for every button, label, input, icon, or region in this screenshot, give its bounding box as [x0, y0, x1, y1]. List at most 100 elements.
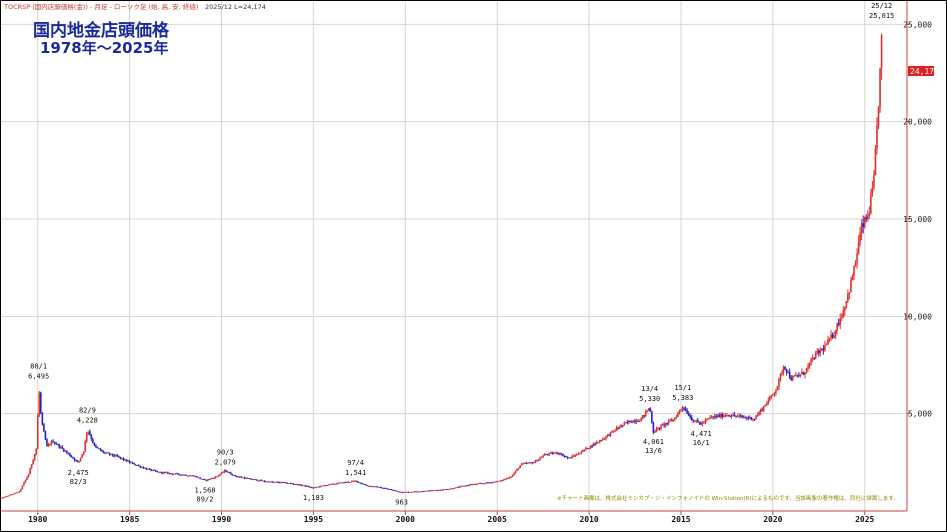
- candle-body: [257, 480, 260, 482]
- candle-body: [47, 444, 50, 447]
- candle-body: [145, 468, 148, 470]
- candle-body: [646, 410, 649, 412]
- candle-body: [210, 478, 212, 480]
- candle-body: [12, 493, 15, 495]
- candle-body: [185, 474, 188, 476]
- candle-body: [553, 453, 555, 454]
- candle-body: [531, 462, 534, 464]
- candle-body: [712, 416, 714, 418]
- candle-body: [819, 349, 822, 354]
- candle-body: [620, 425, 623, 428]
- candle-body: [784, 366, 786, 370]
- candle-body: [389, 489, 391, 490]
- candle-body: [582, 450, 584, 453]
- candle-body: [141, 467, 143, 469]
- candle-body: [810, 359, 812, 363]
- candle-body: [421, 491, 423, 493]
- candle-body: [545, 454, 547, 455]
- candle-body: [346, 481, 348, 483]
- candle-body: [326, 485, 328, 486]
- candle-body: [304, 485, 307, 487]
- candle-body: [79, 457, 82, 461]
- candle-body: [643, 415, 646, 416]
- candle-body: [23, 482, 25, 486]
- candle-body: [862, 223, 865, 227]
- candle-body: [337, 482, 339, 484]
- candle-body: [635, 421, 638, 422]
- candle-body: [384, 488, 387, 489]
- candle-body: [814, 352, 817, 359]
- candle-body: [372, 486, 374, 488]
- candle-body: [142, 467, 145, 469]
- candle-body: [30, 464, 33, 469]
- candle-body: [116, 455, 119, 457]
- candle-body: [194, 476, 197, 478]
- y-tick-label: 20,000: [903, 118, 932, 127]
- candle-body: [17, 492, 19, 494]
- candle-body: [557, 453, 560, 455]
- annotation-value: 2,079: [215, 459, 236, 467]
- candle-body: [288, 483, 290, 484]
- candle-body: [386, 488, 388, 490]
- candle-body: [516, 468, 518, 471]
- candle-body: [621, 425, 624, 426]
- candle-body: [353, 480, 356, 482]
- candle-body: [611, 430, 613, 433]
- candle-body: [62, 448, 65, 452]
- x-tick-label: 1995: [304, 515, 323, 524]
- candle-body: [625, 422, 627, 424]
- candle-body: [724, 415, 727, 417]
- candle-body: [681, 407, 684, 410]
- candle-body: [217, 475, 220, 477]
- candle-body: [122, 458, 125, 460]
- candle-body: [208, 479, 211, 481]
- candle-body: [364, 484, 367, 486]
- annotation-date: 97/4: [347, 459, 364, 467]
- candle-body: [164, 472, 166, 474]
- candle-body: [392, 490, 394, 491]
- candle-body: [206, 479, 209, 481]
- candle-body: [70, 455, 73, 458]
- candle-body: [652, 422, 655, 433]
- candle-body: [733, 414, 736, 416]
- candle-body: [801, 371, 803, 375]
- candle-body: [597, 441, 600, 443]
- candle-body: [723, 415, 725, 418]
- candle-body: [508, 477, 511, 479]
- candle-body: [451, 488, 454, 490]
- candle-body: [399, 491, 402, 493]
- candle-body: [76, 460, 79, 462]
- candle-body: [528, 462, 531, 464]
- candle-body: [266, 481, 269, 483]
- annotation-date: 90/3: [217, 449, 234, 457]
- candle-body: [144, 468, 146, 469]
- candle-body: [259, 480, 261, 481]
- candle-body: [617, 427, 619, 429]
- candle-body: [324, 485, 327, 487]
- candle-body: [243, 477, 246, 479]
- candle-body: [464, 485, 466, 487]
- candle-body: [190, 475, 192, 477]
- candle-body: [566, 456, 569, 458]
- candle-body: [433, 490, 436, 492]
- candle-body: [263, 480, 266, 482]
- candle-body: [375, 486, 378, 488]
- candle-body: [871, 187, 874, 195]
- candle-body: [618, 427, 621, 429]
- candle-body: [269, 481, 272, 483]
- candle-body: [571, 455, 574, 459]
- candle-body: [742, 416, 745, 418]
- candle-body: [89, 431, 91, 436]
- candle-body: [10, 494, 13, 496]
- candle-body: [850, 280, 852, 293]
- candle-body: [504, 479, 506, 480]
- candle-body: [15, 492, 18, 494]
- candle-body: [560, 453, 563, 455]
- candle-body: [115, 455, 117, 457]
- candle-body: [320, 485, 322, 487]
- candle-body: [196, 476, 198, 478]
- candle-body: [799, 374, 802, 376]
- candle-body: [548, 453, 551, 455]
- candle-body: [876, 125, 878, 149]
- candle-body: [415, 491, 417, 493]
